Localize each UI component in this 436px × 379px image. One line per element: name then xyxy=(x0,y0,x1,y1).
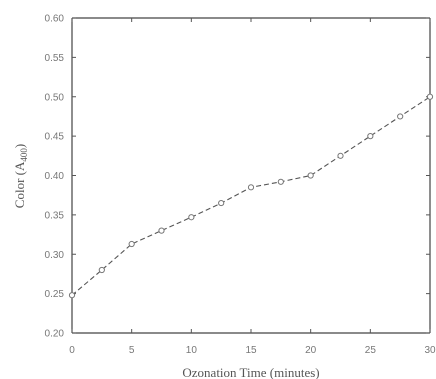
y-axis-title-close: ) xyxy=(12,144,27,148)
data-point xyxy=(158,227,165,234)
x-axis-ticks: 0 5 10 15 20 25 30 xyxy=(69,18,436,356)
x-tick-label: 10 xyxy=(186,345,198,356)
series-line xyxy=(71,96,431,296)
data-point xyxy=(68,292,76,299)
y-axis-title-main: Color (A xyxy=(12,161,27,208)
x-tick-label: 5 xyxy=(129,345,135,356)
data-point xyxy=(247,184,255,191)
data-point xyxy=(307,172,314,179)
y-axis-title: Color (A400) xyxy=(12,144,29,208)
data-point xyxy=(337,152,344,159)
y-tick-label: 0.55 xyxy=(45,53,65,64)
x-tick-label: 0 xyxy=(69,345,75,356)
y-tick-label: 0.40 xyxy=(45,171,65,182)
data-series xyxy=(68,93,434,299)
x-tick-label: 15 xyxy=(245,345,257,356)
data-point xyxy=(277,178,284,185)
data-point xyxy=(397,113,404,120)
y-tick-label: 0.60 xyxy=(45,14,65,25)
plot-frame xyxy=(71,17,431,334)
x-axis-title: Ozonation Time (minutes) xyxy=(182,365,319,379)
data-point xyxy=(426,93,434,100)
data-point xyxy=(367,133,374,140)
x-tick-label: 20 xyxy=(305,345,317,356)
y-tick-label: 0.20 xyxy=(45,329,65,340)
y-tick-label: 0.50 xyxy=(45,92,65,103)
data-point xyxy=(98,266,105,274)
data-point xyxy=(188,214,195,221)
y-tick-label: 0.30 xyxy=(45,250,65,261)
y-tick-label: 0.35 xyxy=(45,210,65,221)
x-tick-label: 25 xyxy=(365,345,377,356)
y-axis-title-sub: 400 xyxy=(19,148,29,162)
y-axis-ticks: 0.20 0.25 0.30 0.35 0.40 0.45 0.50 0.55 0.60 xyxy=(45,14,430,340)
data-point xyxy=(218,199,225,207)
y-tick-label: 0.25 xyxy=(45,289,65,300)
data-point xyxy=(128,240,135,248)
x-tick-label: 30 xyxy=(424,345,436,356)
y-tick-label: 0.45 xyxy=(45,132,65,143)
